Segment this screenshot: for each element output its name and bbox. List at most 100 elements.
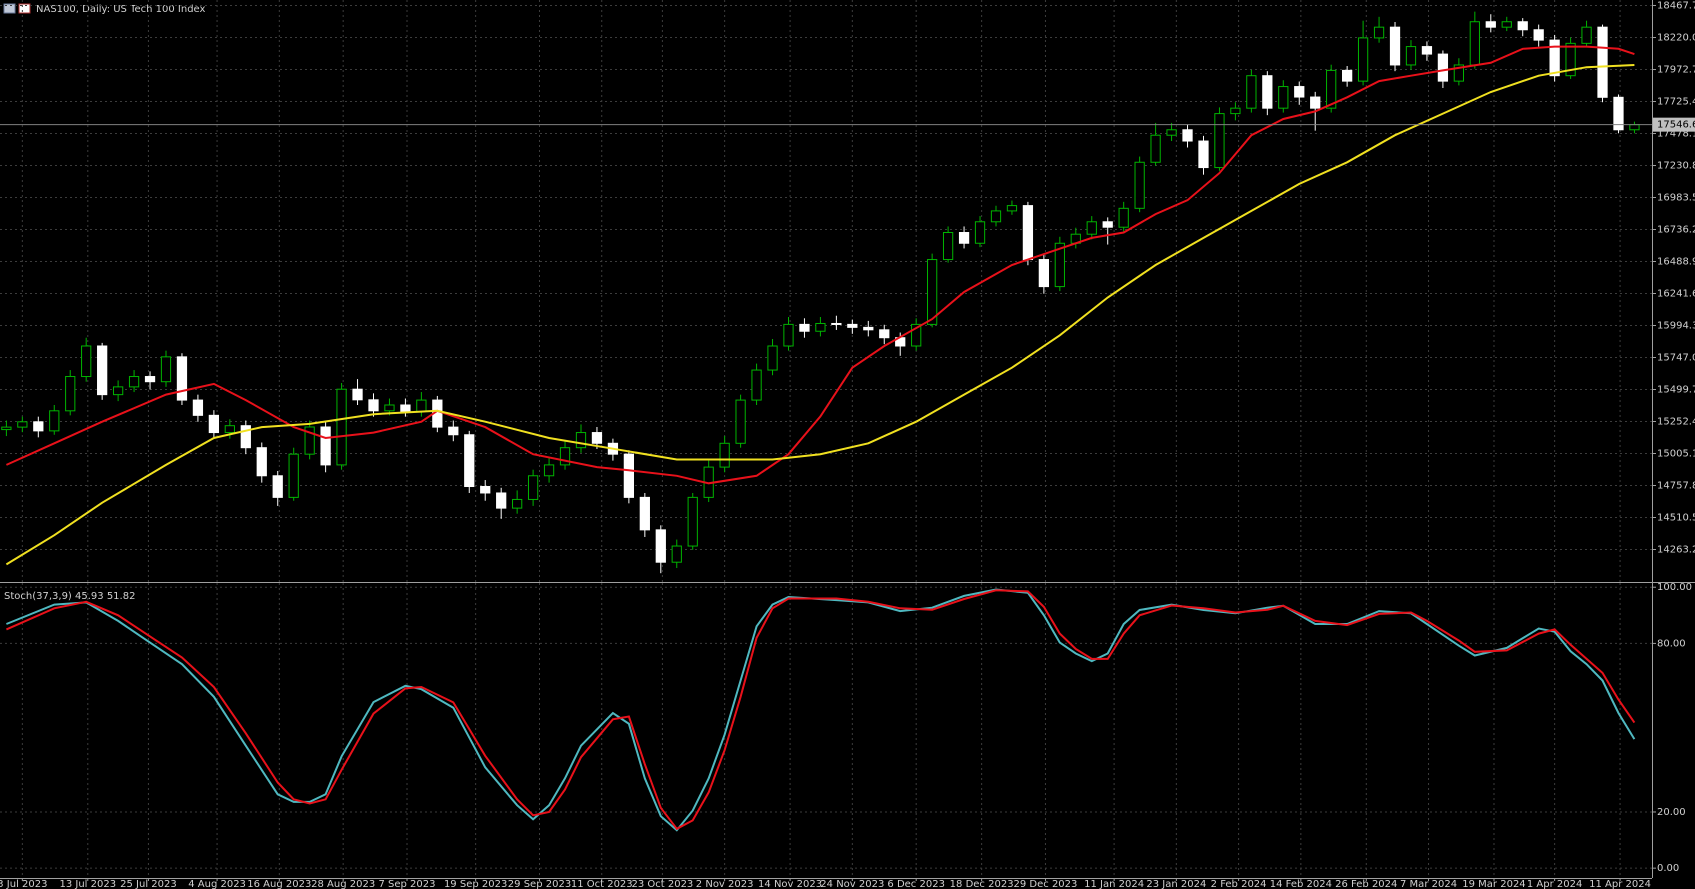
symbol-icons [3, 3, 31, 14]
candle-body [1485, 21, 1496, 28]
x-tick-label: 26 Feb 2024 [1335, 879, 1397, 889]
candle-body [687, 496, 698, 547]
candle-body [1405, 46, 1417, 66]
y-tick-label: 14263.2 [1657, 544, 1695, 555]
y-tick-label: 17478.1 [1657, 129, 1695, 140]
x-tick-label: 14 Nov 2023 [758, 879, 822, 889]
candle-body [879, 329, 890, 339]
candle-body [1198, 140, 1209, 169]
candle-body [1326, 69, 1337, 109]
candle-body [783, 323, 794, 347]
candle-body [1357, 37, 1369, 82]
x-tick-label: 4 Aug 2023 [188, 879, 246, 889]
candle-body [1613, 96, 1624, 131]
candle-body [591, 432, 603, 444]
candle-body [831, 322, 842, 325]
candle-body [112, 386, 124, 396]
y-tick-label: 16736.2 [1657, 225, 1695, 236]
x-tick-label: 16 Aug 2023 [247, 879, 311, 889]
candle-body [400, 404, 411, 412]
candle-body [1597, 26, 1608, 98]
candle-body [1006, 205, 1018, 212]
candle-body [1629, 124, 1640, 131]
candle-body [144, 376, 156, 383]
candle-body [1342, 69, 1353, 82]
candle-body [671, 545, 682, 563]
candle-body [480, 486, 491, 494]
candle-body [1086, 221, 1097, 235]
candle-body [496, 492, 507, 509]
chart-title: NAS100, Daily: US Tech 100 Index [36, 4, 206, 15]
x-tick-label: 7 Mar 2024 [1400, 879, 1457, 889]
candle-body [33, 421, 44, 432]
moving-average [5, 64, 1635, 566]
candle-body [1278, 86, 1289, 109]
y-tick-label: 80.00 [1657, 638, 1686, 649]
candle-body [208, 414, 220, 434]
x-tick-label: 3 Jul 2023 [0, 879, 47, 889]
x-tick-label: 29 Sep 2023 [508, 879, 571, 889]
candle-body [847, 323, 858, 328]
y-tick-label: 15994.3 [1657, 321, 1695, 332]
candle-body [958, 232, 970, 244]
candle-body [1246, 75, 1257, 109]
candle-body [575, 432, 587, 449]
candle-body [416, 399, 427, 412]
x-tick-label: 7 Sep 2023 [378, 879, 435, 889]
candle-body [1166, 129, 1177, 136]
y-tick-label: 17725.4 [1657, 97, 1695, 108]
candle-body [927, 259, 938, 325]
chart-icon [18, 3, 31, 14]
candle-body [192, 399, 204, 416]
candle-body [1453, 64, 1464, 82]
candle-body [97, 345, 108, 396]
y-tick-label: 100.00 [1657, 582, 1692, 593]
y-tick-label: 0.00 [1657, 863, 1679, 874]
y-tick-label: 14757.8 [1657, 481, 1695, 492]
candle-body [1294, 86, 1305, 98]
y-tick-label: 16983.5 [1657, 193, 1695, 204]
candle-body [49, 410, 60, 432]
candle-body [1182, 129, 1193, 142]
y-tick-label: 15252.4 [1657, 417, 1695, 428]
candle-body [527, 475, 539, 500]
y-tick-label: 14510.5 [1657, 512, 1695, 523]
candle-body [1, 426, 12, 431]
x-tick-label: 11 Apr 2024 [1589, 879, 1651, 889]
candle-body [1230, 107, 1241, 115]
candle-body [464, 434, 475, 488]
candle-body [1373, 26, 1385, 39]
last-price-box [1653, 117, 1695, 132]
candle-body [288, 453, 299, 498]
candle-body [1549, 39, 1560, 77]
candle-body [1581, 26, 1592, 44]
candle-body [639, 496, 650, 531]
y-tick-label: 16241.6 [1657, 289, 1695, 300]
candle-body [352, 388, 363, 401]
x-tick-label: 11 Jan 2024 [1084, 879, 1144, 889]
candle-body [272, 475, 283, 498]
y-tick-label: 16488.9 [1657, 257, 1695, 268]
x-tick-label: 2 Feb 2024 [1211, 879, 1267, 889]
candle-body [1437, 53, 1449, 82]
x-tick-label: 1 Apr 2024 [1527, 879, 1582, 889]
candle-body [990, 210, 1002, 223]
y-tick-label: 15747.0 [1657, 353, 1695, 364]
candle-body [368, 399, 379, 412]
candle-body [1262, 75, 1273, 109]
x-tick-label: 19 Sep 2023 [444, 879, 507, 889]
x-tick-label: 6 Dec 2023 [887, 879, 945, 889]
candle-body [543, 464, 555, 477]
y-tick-label: 18467.7 [1657, 0, 1695, 11]
indicator-title: Stoch(37,3,9) 45.93 51.82 [4, 591, 135, 602]
candle-body [863, 326, 874, 331]
candle-body [320, 426, 331, 466]
candle-body [240, 425, 251, 449]
candle-body [974, 221, 986, 244]
x-tick-label: 29 Dec 2023 [1014, 879, 1078, 889]
x-tick-label: 2 Nov 2023 [696, 879, 754, 889]
candle-body [1134, 161, 1145, 209]
candle-body [304, 426, 315, 455]
